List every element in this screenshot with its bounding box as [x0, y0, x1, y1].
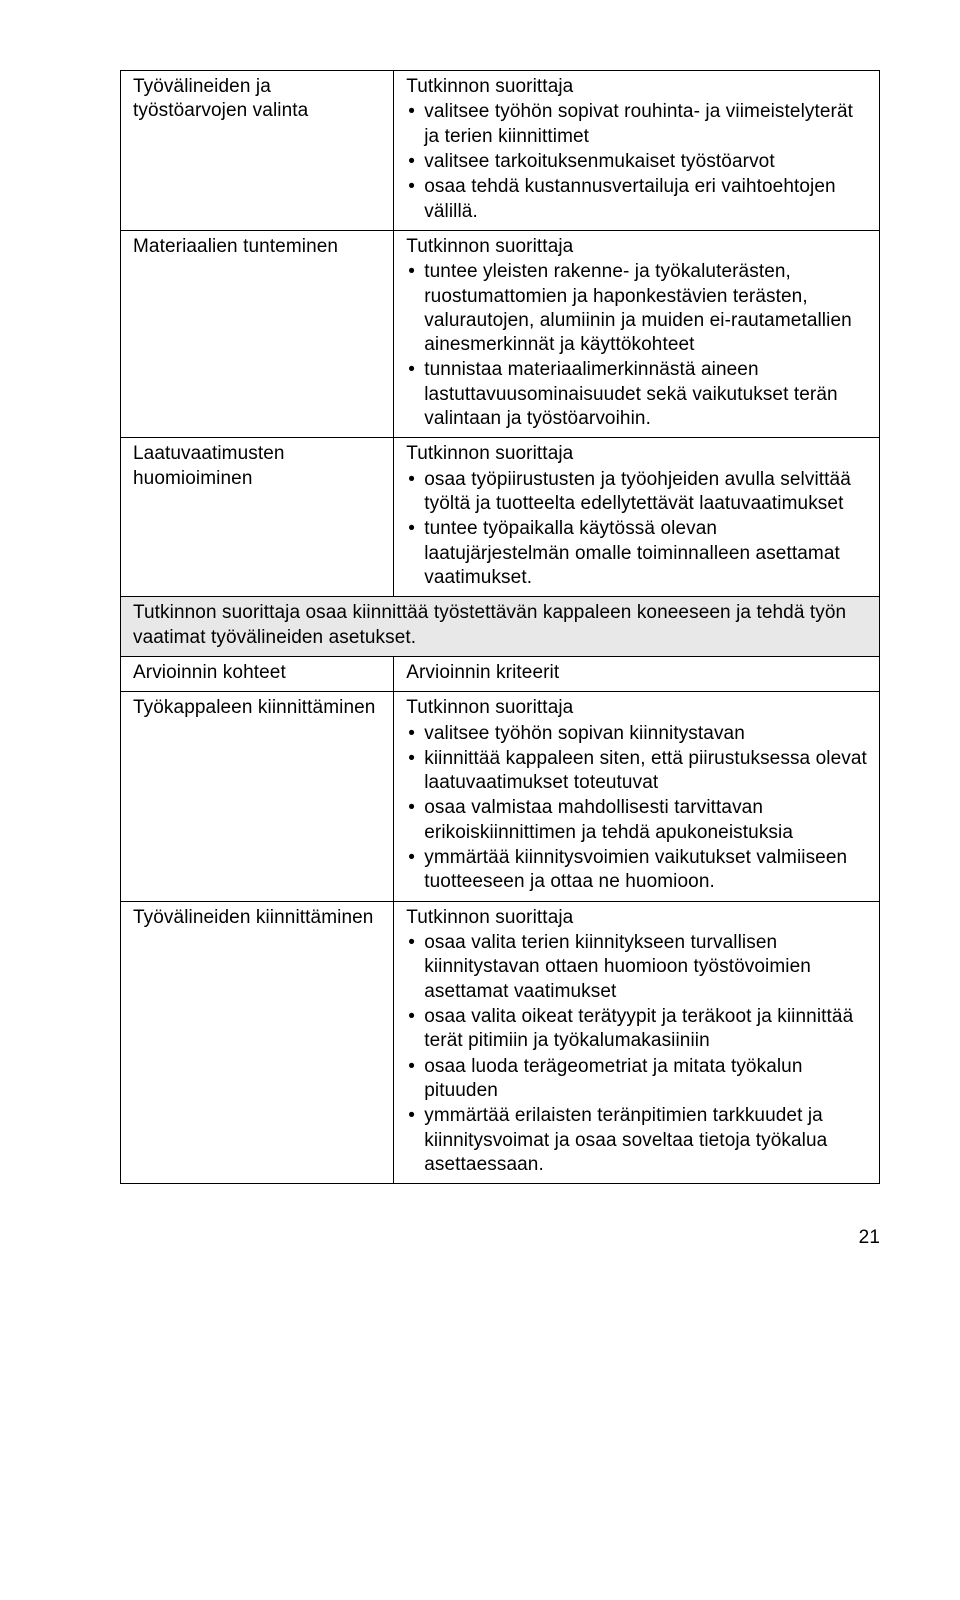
- row-title: Laatuvaatimusten huomioiminen: [121, 438, 394, 597]
- bullet-item: valitsee työhön sopivat rouhinta- ja vii…: [406, 100, 867, 149]
- page-number: 21: [120, 1226, 880, 1250]
- bullet-item: osaa luoda terägeometriat ja mitata työk…: [406, 1055, 867, 1104]
- row-subtitle: Tutkinnon suorittaja: [406, 906, 867, 930]
- row-content: Tutkinnon suorittaja osaa työpiirustuste…: [394, 438, 880, 597]
- column-header-left: Arvioinnin kohteet: [121, 656, 394, 691]
- row-subtitle: Tutkinnon suorittaja: [406, 75, 867, 99]
- row-content: Tutkinnon suorittaja osaa valita terien …: [394, 901, 880, 1183]
- bullet-list: valitsee työhön sopivat rouhinta- ja vii…: [406, 100, 867, 224]
- row-title: Työvälineiden ja työstöarvojen valinta: [121, 71, 394, 231]
- row-subtitle: Tutkinnon suorittaja: [406, 442, 867, 466]
- table-row: Työvälineiden kiinnittäminen Tutkinnon s…: [121, 901, 880, 1183]
- bullet-item: osaa valita terien kiinnitykseen turvall…: [406, 931, 867, 1004]
- bullet-list: osaa valita terien kiinnitykseen turvall…: [406, 931, 867, 1177]
- bullet-item: osaa valita oikeat terätyypit ja teräkoo…: [406, 1005, 867, 1054]
- bullet-item: ymmärtää kiinnitysvoimien vaikutukset va…: [406, 846, 867, 895]
- bullet-item: tuntee työpaikalla käytössä olevan laatu…: [406, 517, 867, 590]
- row-title: Materiaalien tunteminen: [121, 230, 394, 438]
- column-header-right: Arvioinnin kriteerit: [394, 656, 880, 691]
- row-subtitle: Tutkinnon suorittaja: [406, 235, 867, 259]
- row-content: Tutkinnon suorittaja valitsee työhön sop…: [394, 71, 880, 231]
- bullet-item: valitsee tarkoituksenmukaiset työstöarvo…: [406, 150, 867, 174]
- row-title: Työkappaleen kiinnittäminen: [121, 692, 394, 902]
- bullet-item: osaa tehdä kustannusvertailuja eri vaiht…: [406, 175, 867, 224]
- bullet-item: ymmärtää erilaisten teränpitimien tarkku…: [406, 1104, 867, 1177]
- table-row: Työvälineiden ja työstöarvojen valinta T…: [121, 71, 880, 231]
- row-content: Tutkinnon suorittaja valitsee työhön sop…: [394, 692, 880, 902]
- bullet-item: valitsee työhön sopivan kiinnitystavan: [406, 722, 867, 746]
- bullet-list: osaa työpiirustusten ja työohjeiden avul…: [406, 468, 867, 591]
- section-heading: Tutkinnon suorittaja osaa kiinnittää työ…: [121, 597, 880, 657]
- row-content: Tutkinnon suorittaja tuntee yleisten rak…: [394, 230, 880, 438]
- table-row: Laatuvaatimusten huomioiminen Tutkinnon …: [121, 438, 880, 597]
- table-row: Materiaalien tunteminen Tutkinnon suorit…: [121, 230, 880, 438]
- row-title: Työvälineiden kiinnittäminen: [121, 901, 394, 1183]
- column-header-row: Arvioinnin kohteet Arvioinnin kriteerit: [121, 656, 880, 691]
- section-heading-row: Tutkinnon suorittaja osaa kiinnittää työ…: [121, 597, 880, 657]
- bullet-list: tuntee yleisten rakenne- ja työkaluteräs…: [406, 260, 867, 431]
- table-row: Työkappaleen kiinnittäminen Tutkinnon su…: [121, 692, 880, 902]
- bullet-item: osaa valmistaa mahdollisesti tarvittavan…: [406, 796, 867, 845]
- bullet-item: tuntee yleisten rakenne- ja työkaluteräs…: [406, 260, 867, 357]
- bullet-item: kiinnittää kappaleen siten, että piirust…: [406, 747, 867, 796]
- criteria-table: Työvälineiden ja työstöarvojen valinta T…: [120, 70, 880, 1184]
- bullet-list: valitsee työhön sopivan kiinnitystavan k…: [406, 722, 867, 895]
- bullet-item: osaa työpiirustusten ja työohjeiden avul…: [406, 468, 867, 517]
- row-subtitle: Tutkinnon suorittaja: [406, 696, 867, 720]
- bullet-item: tunnistaa materiaalimerkinnästä aineen l…: [406, 358, 867, 431]
